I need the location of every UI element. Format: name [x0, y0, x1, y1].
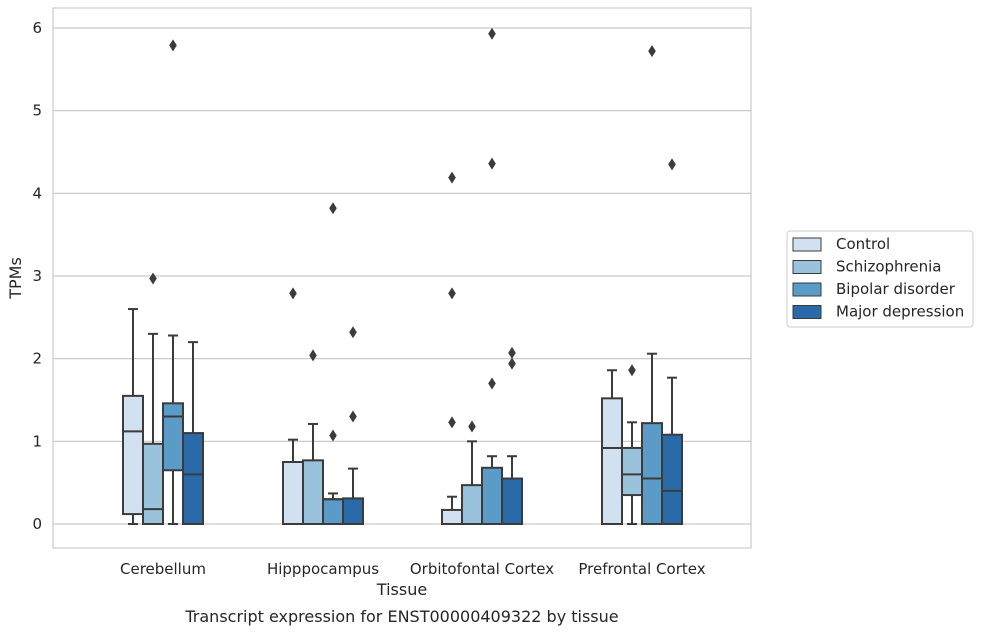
iqr-box — [162, 402, 184, 472]
box-schizophrenia — [461, 420, 483, 525]
box-series — [122, 27, 683, 526]
outlier-point — [309, 349, 317, 362]
legend-frame — [786, 230, 974, 328]
box-bipolar-disorder — [162, 39, 184, 525]
outlier-point — [468, 420, 476, 433]
iqr-box — [342, 497, 364, 525]
outlier-point — [488, 157, 496, 170]
outlier-point — [149, 272, 157, 285]
box-major-depression — [182, 341, 204, 526]
outlier-point — [448, 416, 456, 429]
iqr-box — [282, 461, 304, 525]
legend-label: Control — [836, 235, 890, 253]
outlier-point — [488, 27, 496, 40]
outlier-point — [628, 364, 636, 377]
box-schizophrenia — [302, 349, 324, 526]
legend-label: Schizophrenia — [836, 258, 941, 276]
box-control — [601, 369, 623, 526]
outlier-point — [349, 326, 357, 339]
iqr-box — [122, 394, 144, 516]
legend-swatch — [792, 260, 822, 274]
legend-swatch — [792, 237, 822, 252]
box-schizophrenia — [142, 272, 164, 525]
box-major-depression — [501, 346, 523, 525]
iqr-box — [182, 432, 204, 526]
iqr-box — [302, 459, 324, 526]
y-tick-label: 5 — [32, 102, 42, 120]
legend-swatch — [792, 305, 822, 319]
legend-label: Major depression — [836, 303, 964, 321]
outlier-point — [349, 410, 357, 423]
iqr-box — [461, 484, 483, 525]
box-bipolar-disorder — [322, 202, 344, 526]
x-tick-label: Hipppocampus — [267, 560, 379, 578]
box-control — [441, 171, 463, 525]
y-tick-label: 4 — [32, 184, 42, 202]
outlier-point — [508, 346, 516, 359]
outlier-point — [488, 377, 496, 390]
box-bipolar-disorder — [641, 45, 663, 525]
y-axis-title: TPMs — [6, 257, 25, 300]
x-tick-label: Prefrontal Cortex — [578, 560, 705, 578]
x-axis-title: Tissue — [376, 580, 427, 599]
box-major-depression — [661, 158, 683, 525]
y-tick-label: 3 — [32, 267, 42, 285]
y-tick-label: 1 — [32, 432, 42, 450]
iqr-box — [621, 446, 643, 497]
box-schizophrenia — [621, 364, 643, 525]
legend-swatch — [792, 282, 822, 297]
outlier-point — [329, 202, 337, 215]
outlier-point — [508, 357, 516, 370]
outlier-point — [329, 429, 337, 442]
y-tick-labels: 0 1 2 3 4 5 6 — [32, 19, 42, 533]
outlier-point — [668, 158, 676, 171]
iqr-box — [142, 442, 164, 525]
outlier-point — [169, 39, 177, 52]
iqr-box — [641, 422, 663, 525]
box-major-depression — [342, 326, 364, 525]
legend: Control Schizophrenia Bipolar disorder Majo… — [786, 230, 974, 328]
y-tick-label: 6 — [32, 19, 42, 37]
outlier-point — [448, 287, 456, 300]
box-bipolar-disorder — [481, 27, 503, 525]
x-tick-label: Cerebellum — [120, 560, 206, 578]
plot-frame — [52, 7, 752, 549]
y-tick-label: 2 — [32, 350, 42, 368]
chart-caption: Transcript expression for ENST0000040932… — [184, 607, 618, 626]
box-control — [282, 287, 304, 525]
outlier-point — [289, 287, 297, 300]
iqr-box — [481, 466, 503, 525]
legend-label: Bipolar disorder — [836, 280, 956, 298]
x-tick-labels: Cerebellum Hipppocampus Orbitofontal Corte… — [120, 560, 706, 578]
iqr-box — [601, 397, 623, 526]
y-tick-label: 0 — [32, 515, 42, 533]
iqr-box — [501, 477, 523, 525]
box-control — [122, 308, 144, 525]
iqr-box — [661, 433, 683, 525]
iqr-box — [441, 508, 463, 525]
iqr-box — [322, 498, 344, 526]
outlier-point — [448, 171, 456, 184]
outlier-point — [648, 45, 656, 58]
x-tick-label: Orbitofontal Cortex — [410, 560, 554, 578]
